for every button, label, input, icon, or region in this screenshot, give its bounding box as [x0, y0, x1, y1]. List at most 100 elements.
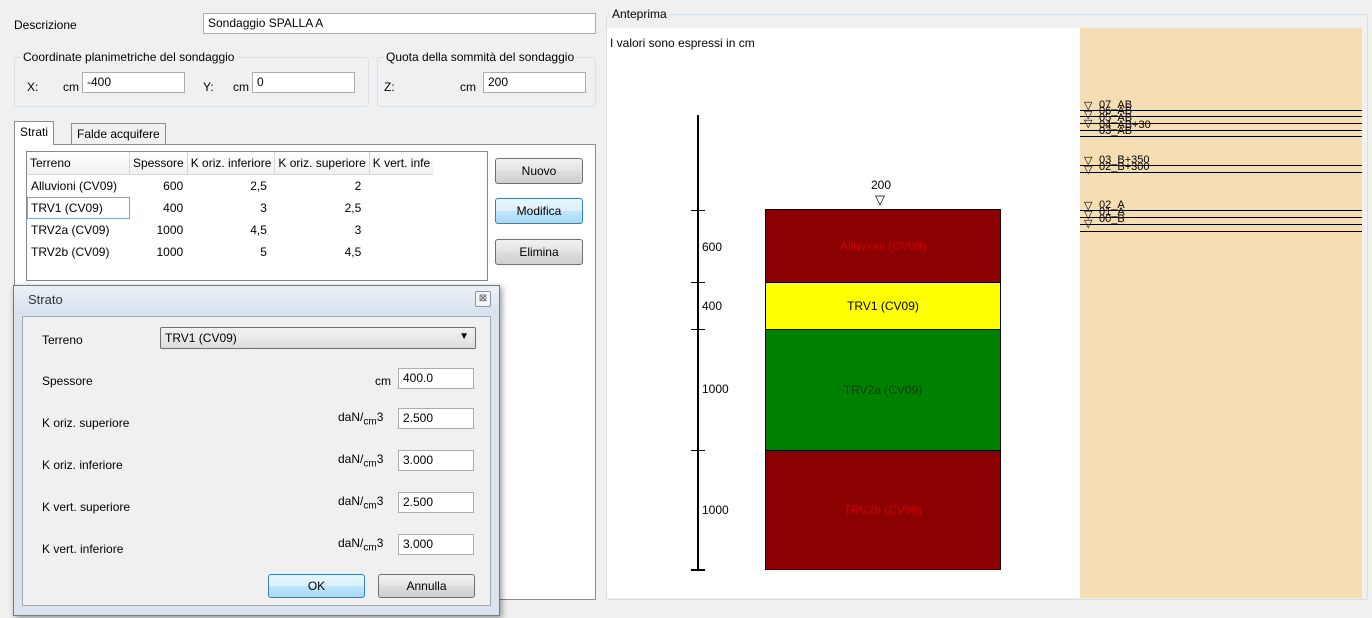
- triangle-down-icon: ▽: [875, 192, 885, 207]
- nuovo-button[interactable]: Nuovo: [495, 158, 583, 184]
- z-input[interactable]: 200: [483, 72, 586, 93]
- col-spessore[interactable]: Spessore: [129, 152, 188, 175]
- cell-k-vert-inf[interactable]: [369, 197, 433, 219]
- cell-terreno[interactable]: TRV2b (CV09): [31, 245, 110, 259]
- layer-trv1[interactable]: TRV1 (CV09): [765, 282, 1001, 330]
- layer-label: TRV2a (CV09): [843, 383, 923, 397]
- table-row[interactable]: TRV2a (CV09) 1000 4,5 3: [27, 219, 433, 241]
- water-table-label: 03_B+350: [1099, 154, 1150, 166]
- k-oriz-inferiore-input[interactable]: 3.000: [398, 450, 474, 471]
- dialog-title: Strato: [28, 292, 63, 307]
- quota-group: Quota della sommità del sondaggio: [377, 50, 596, 107]
- table-row[interactable]: TRV2b (CV09) 1000 5 4,5: [27, 241, 433, 263]
- water-line: [1080, 172, 1362, 173]
- y-label: Y:: [203, 80, 214, 94]
- col-terreno[interactable]: Terreno: [27, 152, 130, 175]
- annulla-button[interactable]: Annulla: [378, 574, 475, 598]
- cell-k-oriz-sup[interactable]: 2,5: [344, 201, 362, 215]
- close-icon[interactable]: ⊠: [475, 291, 491, 307]
- water-table-marker-icon: ▽: [1084, 118, 1093, 130]
- k-vert-superiore-input[interactable]: 2.500: [398, 492, 474, 513]
- z-unit: cm: [460, 80, 476, 94]
- k-oriz-superiore-input[interactable]: 2.500: [398, 408, 474, 429]
- anteprima-group-label: Anteprima: [610, 7, 669, 21]
- cell-k-oriz-sup[interactable]: 4,5: [344, 245, 362, 259]
- water-table-marker-icon: ▽: [1084, 155, 1093, 167]
- k-vert-inferiore-label: K vert. inferiore: [42, 542, 124, 556]
- axis-tick: [691, 329, 705, 330]
- col-k-vert-inferiore[interactable]: K vert. infe: [369, 152, 434, 175]
- thickness-axis: [697, 115, 699, 570]
- cell-spessore[interactable]: 400: [163, 201, 184, 215]
- coordinate-group: Coordinate planimetriche del sondaggio: [14, 50, 369, 107]
- cell-spessore[interactable]: 1000: [156, 245, 184, 259]
- preview-note: I valori sono espressi in cm: [610, 36, 755, 50]
- spessore-label: Spessore: [42, 374, 93, 388]
- cell-terreno[interactable]: TRV2a (CV09): [31, 223, 110, 237]
- k-oriz-superiore-unit: daN/cm3: [338, 410, 384, 428]
- chevron-down-icon: ▼: [459, 331, 469, 342]
- k-vert-inferiore-unit: daN/cm3: [338, 536, 384, 554]
- cell-k-vert-inf[interactable]: [369, 241, 433, 263]
- layer-alluvioni[interactable]: Alluvioni (CV09): [765, 209, 1001, 283]
- col-k-oriz-inferiore[interactable]: K oriz. inferiore: [187, 152, 276, 175]
- cell-k-oriz-sup[interactable]: 2: [354, 179, 362, 193]
- axis-tick: [691, 569, 705, 571]
- water-line: [1080, 110, 1362, 111]
- descrizione-input[interactable]: Sondaggio SPALLA A: [203, 13, 596, 34]
- layer-label: TRV1 (CV09): [847, 299, 919, 313]
- k-oriz-superiore-label: K oriz. superiore: [42, 416, 130, 430]
- strati-table-container: Terreno Spessore K oriz. inferiore K ori…: [26, 151, 488, 281]
- water-table-marker-icon: ▽: [1084, 209, 1093, 221]
- dialog-titlebar[interactable]: [14, 286, 499, 314]
- k-vert-inferiore-input[interactable]: 3.000: [398, 534, 474, 555]
- water-table-marker-icon: ▽: [1084, 164, 1093, 176]
- cell-k-vert-inf[interactable]: [369, 219, 433, 241]
- tab-falde-acquifere[interactable]: Falde acquifere: [71, 123, 166, 145]
- strati-table: Terreno Spessore K oriz. inferiore K ori…: [27, 152, 434, 263]
- terreno-label: Terreno: [42, 333, 83, 347]
- layer-trv2b[interactable]: TRV2b (CV09): [765, 450, 1001, 570]
- descrizione-label: Descrizione: [14, 18, 77, 32]
- water-line: [1080, 165, 1362, 166]
- coordinate-group-label: Coordinate planimetriche del sondaggio: [21, 50, 237, 64]
- water-table-label: 05_AB: [1099, 112, 1133, 124]
- cell-k-oriz-inf[interactable]: 3: [260, 201, 267, 215]
- spessore-input[interactable]: 400.0: [398, 368, 474, 389]
- y-input[interactable]: 0: [252, 72, 355, 93]
- water-table-label: 06_AB: [1099, 105, 1133, 117]
- water-table-label: 03_AB: [1099, 125, 1133, 137]
- spessore-unit: cm: [375, 374, 391, 388]
- cell-spessore[interactable]: 600: [163, 179, 184, 193]
- anteprima-group: Anteprima: [606, 7, 1368, 600]
- cell-k-oriz-sup[interactable]: 3: [354, 223, 362, 237]
- cell-k-oriz-inf[interactable]: 2,5: [250, 179, 267, 193]
- x-input[interactable]: -400: [82, 72, 185, 93]
- cell-k-oriz-inf[interactable]: 4,5: [250, 223, 267, 237]
- cell-terreno[interactable]: Alluvioni (CV09): [31, 179, 118, 193]
- water-line: [1080, 231, 1362, 232]
- layer-trv2a[interactable]: TRV2a (CV09): [765, 329, 1001, 451]
- elimina-button[interactable]: Elimina: [495, 239, 583, 265]
- terreno-select[interactable]: TRV1 (CV09) ▼: [160, 327, 476, 349]
- modifica-button[interactable]: Modifica: [495, 198, 583, 224]
- water-table-label: 04_AB+30: [1099, 119, 1151, 131]
- thickness-label: 1000: [702, 503, 729, 517]
- cell-terreno[interactable]: TRV1 (CV09): [27, 197, 130, 219]
- cell-k-oriz-inf[interactable]: 5: [260, 245, 267, 259]
- tab-strati[interactable]: Strati: [14, 121, 55, 145]
- cell-k-vert-inf[interactable]: [369, 175, 433, 198]
- ok-button[interactable]: OK: [268, 574, 365, 598]
- top-elevation-label: 200: [871, 178, 892, 192]
- water-table-marker-icon: ▽: [1084, 100, 1093, 112]
- water-line: [1080, 210, 1362, 211]
- water-table-label: 01_A: [1099, 206, 1125, 218]
- table-row[interactable]: Alluvioni (CV09) 600 2,5 2: [27, 175, 433, 198]
- table-row[interactable]: TRV1 (CV09) 400 3 2,5: [27, 197, 433, 219]
- water-table-label: 02_B+300: [1099, 161, 1150, 173]
- layer-label: TRV2b (CV09): [843, 503, 923, 517]
- x-unit: cm: [63, 80, 79, 94]
- water-table-label: 02_A: [1099, 199, 1125, 211]
- col-k-oriz-superiore[interactable]: K oriz. superiore: [274, 152, 370, 175]
- cell-spessore[interactable]: 1000: [156, 223, 184, 237]
